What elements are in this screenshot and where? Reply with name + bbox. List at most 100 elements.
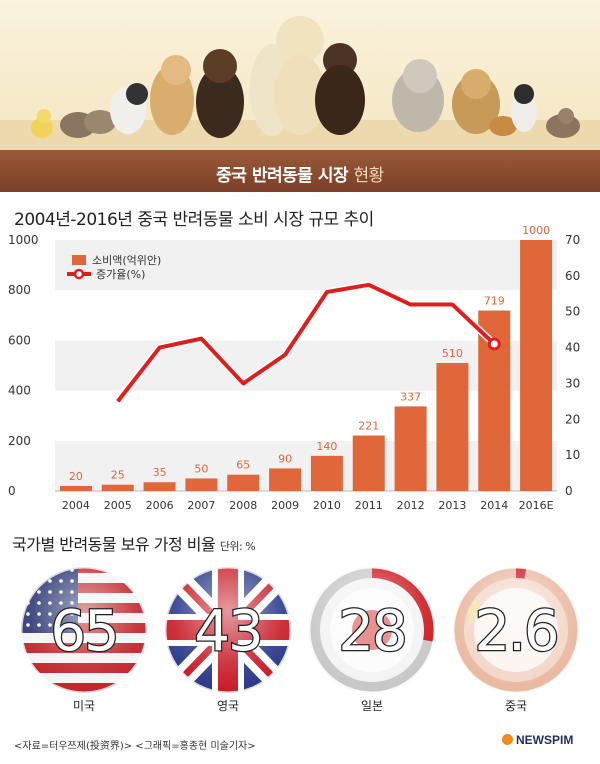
- country-name: 일본: [361, 699, 383, 713]
- x-tick-label: 2004: [62, 499, 90, 512]
- x-tick-label: 2009: [271, 499, 299, 512]
- japan-sun: [352, 610, 392, 650]
- section2-title-text: 국가별 반려동물 보유 가정 비율: [12, 535, 216, 554]
- growth-line-endpoint: [487, 337, 501, 351]
- chart-title: 2004년-2016년 중국 반려동물 소비 시장 규모 추이: [14, 210, 374, 230]
- x-tick-label: 2008: [229, 499, 257, 512]
- flag-star: [48, 568, 52, 572]
- flag-star: [15, 612, 19, 616]
- bar-value-label: 1000: [522, 225, 550, 237]
- growth-line-path: [116, 282, 496, 403]
- hero-pets-image: [0, 0, 600, 150]
- x-tick-label: 2010: [313, 499, 341, 512]
- flag-star: [15, 623, 19, 627]
- flag-star: [26, 579, 30, 583]
- right-tick-label: 30: [565, 376, 580, 390]
- bar: [101, 484, 134, 491]
- logo-text: NEWSPIM: [516, 733, 574, 747]
- bar: [394, 406, 427, 491]
- logo-dot-icon: [502, 734, 513, 745]
- chart-bands: [55, 240, 557, 492]
- legend-line-label: 증가율(%): [96, 268, 145, 281]
- bar-value-label: 65: [236, 459, 250, 472]
- title-banner: [0, 150, 600, 192]
- flag-star: [15, 579, 19, 583]
- right-tick-label: 60: [565, 269, 580, 283]
- left-axis: 0 200 400 600 800 1000: [8, 233, 39, 498]
- left-tick-label: 400: [8, 384, 31, 398]
- left-tick-label: 200: [8, 434, 31, 448]
- bar-value-label: 337: [400, 390, 421, 403]
- bar-value-label: 719: [484, 295, 505, 308]
- bar-value-label: 20: [69, 470, 83, 483]
- bar-value-label: 35: [153, 466, 167, 479]
- x-tick-label: 2016E: [519, 499, 554, 512]
- legend-bar-label: 소비액(억위안): [92, 254, 161, 267]
- country-value: 43: [194, 599, 261, 664]
- grid-band: [55, 340, 557, 391]
- flag-star: [37, 568, 41, 572]
- bar: [520, 240, 553, 491]
- bar: [143, 482, 176, 491]
- bar-value-label: 510: [442, 347, 463, 360]
- banner-title-bold: 중국 반려동물 시장: [216, 166, 349, 186]
- consumption-chart: 0 200 400 600 800 1000 0 10 20 30 40 50 60 70 20 25 35…: [8, 225, 580, 512]
- bar-value-label: 50: [194, 462, 208, 475]
- circle-rim: [163, 565, 293, 695]
- chart-legend: 소비액(억위안)증가율(%): [67, 254, 161, 281]
- bar: [310, 455, 343, 491]
- bar-value-label: 90: [278, 452, 292, 465]
- country-circles: 65 미국 43 영국 28 일본 2.6 중국: [15, 565, 581, 713]
- source-credit: <자료=터우쯔제(投资界)> <그래픽=홍종현 미술기자>: [14, 741, 256, 752]
- country-value: 2.6: [474, 599, 557, 664]
- country-value: 28: [338, 599, 405, 664]
- glass-highlight: [453, 567, 579, 693]
- flag-star: [26, 568, 30, 572]
- right-tick-label: 10: [565, 448, 580, 462]
- country-name: 영국: [217, 699, 239, 713]
- pets-illustration: [0, 16, 600, 150]
- x-tick-label: 2014: [480, 499, 508, 512]
- x-tick-label: 2007: [187, 499, 215, 512]
- bar-value-labels: 20 25 35 50 65 90 140 221 337 510 719 1000: [69, 225, 550, 483]
- grid-band: [55, 390, 557, 441]
- right-tick-label: 50: [565, 305, 580, 319]
- circle-rim: [451, 565, 581, 695]
- circle-rim: [307, 565, 437, 695]
- x-tick-label: 2012: [397, 499, 425, 512]
- country-value: 65: [50, 599, 117, 664]
- grid-band: [55, 240, 557, 291]
- flag-star: [15, 568, 19, 572]
- country-name: 미국: [73, 699, 95, 713]
- x-axis: 2004 2005 2006 2007 2008 2009 2010 2011 2012 2013…: [62, 499, 554, 512]
- section2-unit: 단위: %: [219, 540, 256, 553]
- flag-star: [26, 590, 30, 594]
- circle-rim: [19, 565, 149, 695]
- bars: [59, 240, 553, 491]
- banner-title: 중국 반려동물 시장 현황: [0, 161, 600, 186]
- glass-highlight: [21, 567, 147, 693]
- bar: [269, 468, 302, 491]
- bar: [352, 435, 385, 491]
- x-tick-label: 2006: [146, 499, 174, 512]
- legend-line-marker: [73, 268, 85, 280]
- left-tick-label: 0: [8, 484, 16, 498]
- right-axis: 0 10 20 30 40 50 60 70: [565, 233, 580, 498]
- flag-star: [37, 579, 41, 583]
- right-tick-label: 70: [565, 233, 580, 247]
- x-tick-label: 2005: [104, 499, 132, 512]
- right-tick-label: 40: [565, 341, 580, 355]
- bar: [59, 485, 92, 491]
- right-tick-label: 20: [565, 412, 580, 426]
- section2-title: 국가별 반려동물 보유 가정 비율 단위: %: [12, 531, 256, 555]
- bar-value-label: 25: [111, 469, 125, 482]
- x-tick-label: 2011: [355, 499, 383, 512]
- glass-highlight: [165, 567, 291, 693]
- left-tick-label: 1000: [8, 233, 39, 247]
- right-tick-label: 0: [565, 484, 573, 498]
- banner-title-light: 현황: [353, 166, 385, 186]
- grid-band: [55, 290, 557, 341]
- left-tick-label: 800: [8, 283, 31, 297]
- x-tick-label: 2013: [438, 499, 466, 512]
- bar: [185, 478, 218, 491]
